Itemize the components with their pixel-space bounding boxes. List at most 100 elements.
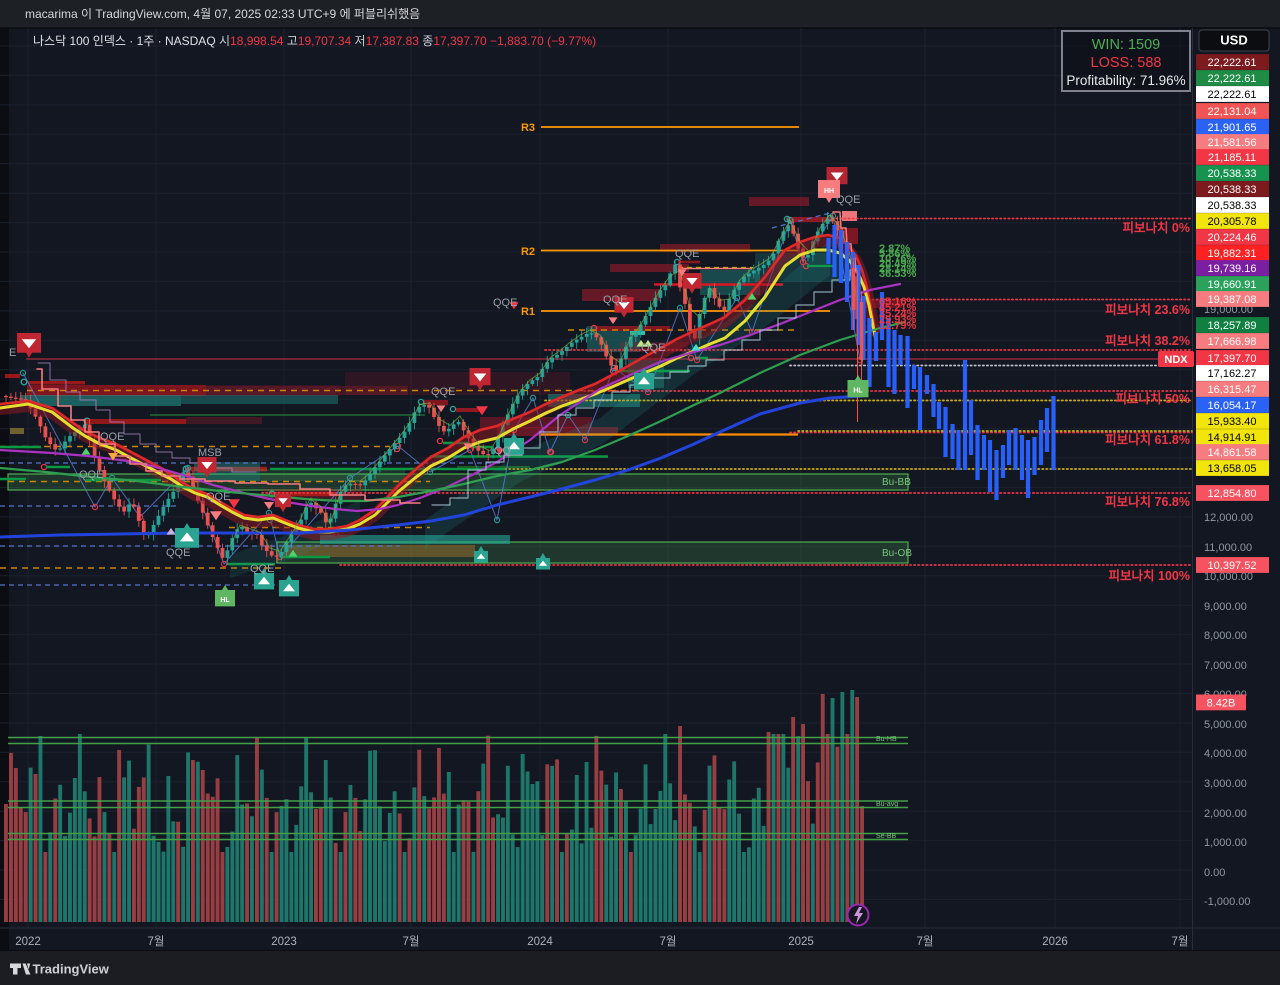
- svg-text:20,538.33: 20,538.33: [1208, 184, 1257, 196]
- svg-text:21,185.11: 21,185.11: [1208, 152, 1256, 164]
- svg-text:12,854.80: 12,854.80: [1208, 488, 1257, 500]
- svg-text:17,162.27: 17,162.27: [1208, 368, 1257, 380]
- svg-text:HL: HL: [220, 597, 230, 604]
- svg-text:macarima 이 TradingView.com, 4월: macarima 이 TradingView.com, 4월 07, 2025 …: [25, 7, 420, 21]
- svg-text:QQE: QQE: [166, 547, 190, 559]
- svg-text:10,397.52: 10,397.52: [1208, 560, 1257, 572]
- svg-text:QQE: QQE: [431, 386, 455, 398]
- svg-text:17,666.98: 17,666.98: [1208, 336, 1257, 348]
- svg-text:피보나치 38.2%: 피보나치 38.2%: [1105, 333, 1190, 348]
- svg-text:7월: 7월: [917, 935, 934, 948]
- svg-text:19,000.00: 19,000.00: [1204, 304, 1253, 316]
- svg-text:29.93%: 29.93%: [879, 314, 917, 326]
- svg-text:8,000.00: 8,000.00: [1204, 630, 1247, 642]
- svg-text:28.14%: 28.14%: [879, 263, 917, 275]
- svg-text:20,224.46: 20,224.46: [1208, 232, 1257, 244]
- svg-text:2024: 2024: [527, 936, 553, 948]
- svg-text:7,000.00: 7,000.00: [1204, 660, 1247, 672]
- svg-text:18,257.89: 18,257.89: [1208, 320, 1257, 332]
- svg-text:피보나치 76.8%: 피보나치 76.8%: [1105, 494, 1190, 509]
- svg-text:19,739.16: 19,739.16: [1208, 263, 1257, 275]
- svg-text:MSB: MSB: [198, 447, 222, 459]
- svg-text:7월: 7월: [1172, 935, 1189, 948]
- svg-text:16,054.17: 16,054.17: [1208, 400, 1257, 412]
- svg-text:12,000.00: 12,000.00: [1204, 512, 1253, 524]
- svg-text:21,901.65: 21,901.65: [1208, 122, 1257, 134]
- svg-text:QQE: QQE: [836, 194, 860, 206]
- svg-text:Bu-BB: Bu-BB: [882, 477, 911, 488]
- svg-text:14,914.91: 14,914.91: [1208, 432, 1257, 444]
- svg-text:QQE: QQE: [79, 469, 103, 481]
- svg-text:20,538.33: 20,538.33: [1208, 168, 1257, 180]
- svg-text:12.79%: 12.79%: [879, 320, 917, 332]
- svg-text:5.86%: 5.86%: [879, 248, 910, 260]
- svg-text:USD: USD: [1220, 33, 1247, 48]
- svg-text:19,882.31: 19,882.31: [1208, 248, 1257, 260]
- svg-text:2025: 2025: [788, 936, 814, 948]
- svg-text:R1: R1: [521, 306, 535, 318]
- svg-text:QQE: QQE: [603, 294, 627, 306]
- svg-text:TradingView: TradingView: [33, 962, 110, 977]
- svg-text:HL: HL: [853, 387, 863, 394]
- svg-text:QQE: QQE: [250, 563, 274, 575]
- svg-text:2023: 2023: [271, 936, 297, 948]
- svg-text:19,660.91: 19,660.91: [1208, 279, 1257, 291]
- svg-text:7월: 7월: [148, 935, 165, 948]
- svg-text:13,658.05: 13,658.05: [1208, 463, 1257, 475]
- svg-text:피보나치 23.6%: 피보나치 23.6%: [1105, 302, 1190, 317]
- svg-text:2026: 2026: [1042, 936, 1068, 948]
- svg-text:-1,000.00: -1,000.00: [1204, 896, 1250, 908]
- svg-text:22,131.04: 22,131.04: [1208, 106, 1257, 118]
- svg-text:2,000.00: 2,000.00: [1204, 808, 1247, 820]
- svg-text:16,315.47: 16,315.47: [1208, 384, 1257, 396]
- svg-text:피보나치 0%: 피보나치 0%: [1122, 220, 1190, 235]
- svg-text:5,000.00: 5,000.00: [1204, 719, 1247, 731]
- svg-text:NDX: NDX: [1164, 354, 1188, 366]
- svg-text:22,222.61: 22,222.61: [1208, 57, 1257, 69]
- svg-text:QQE: QQE: [675, 248, 699, 260]
- svg-text:36.53%: 36.53%: [879, 268, 917, 280]
- svg-text:3,000.00: 3,000.00: [1204, 778, 1247, 790]
- svg-text:14,861.58: 14,861.58: [1208, 447, 1257, 459]
- svg-text:0.00: 0.00: [1204, 867, 1225, 879]
- svg-text:22,222.61: 22,222.61: [1208, 73, 1257, 85]
- svg-text:피보나치 61.8%: 피보나치 61.8%: [1105, 432, 1190, 447]
- svg-text:QQE: QQE: [100, 431, 124, 443]
- svg-text:21,581.56: 21,581.56: [1208, 137, 1257, 149]
- svg-text:나스닥 100 인덱스 · 1주 · NASDAQ 시18,: 나스닥 100 인덱스 · 1주 · NASDAQ 시18,998.54 고19…: [33, 34, 596, 48]
- svg-text:Bu-OB: Bu-OB: [882, 548, 912, 559]
- svg-text:Bu-HB: Bu-HB: [876, 736, 897, 743]
- svg-text:65.16%: 65.16%: [879, 296, 917, 308]
- svg-text:피보나치 100%: 피보나치 100%: [1109, 568, 1190, 583]
- svg-text:1,000.00: 1,000.00: [1204, 837, 1247, 849]
- svg-text:WIN: 1509: WIN: 1509: [1092, 37, 1161, 53]
- svg-text:22,222.61: 22,222.61: [1208, 89, 1257, 101]
- svg-text:QQE: QQE: [493, 297, 517, 309]
- svg-text:QQ: QQ: [494, 445, 512, 457]
- svg-text:QQE: QQE: [641, 342, 665, 354]
- svg-text:20,538.33: 20,538.33: [1208, 200, 1257, 212]
- svg-text:HH: HH: [824, 188, 834, 195]
- svg-text:15,933.40: 15,933.40: [1208, 416, 1257, 428]
- svg-text:11,000.00: 11,000.00: [1204, 542, 1252, 554]
- svg-text:10,000.00: 10,000.00: [1204, 571, 1253, 583]
- svg-text:4,000.00: 4,000.00: [1204, 748, 1247, 760]
- svg-text:Profitability: 71.96%: Profitability: 71.96%: [1066, 73, 1185, 88]
- svg-text:9,000.00: 9,000.00: [1204, 601, 1247, 613]
- svg-text:Se-BB: Se-BB: [876, 833, 897, 840]
- svg-text:2.87%: 2.87%: [879, 243, 910, 255]
- svg-text:7월: 7월: [403, 935, 420, 948]
- svg-text:QQE: QQE: [206, 491, 230, 503]
- svg-text:8.42B: 8.42B: [1207, 698, 1236, 710]
- svg-text:19,387.08: 19,387.08: [1208, 294, 1257, 306]
- svg-text:35.24%: 35.24%: [879, 308, 917, 320]
- svg-text:Bu-avg: Bu-avg: [876, 801, 898, 808]
- svg-text:E: E: [9, 347, 16, 359]
- svg-text:피보나치 50%: 피보나치 50%: [1116, 391, 1191, 406]
- svg-text:10.76%: 10.76%: [879, 253, 917, 265]
- svg-text:45.21%: 45.21%: [879, 302, 917, 314]
- svg-text:20,305.78: 20,305.78: [1208, 216, 1257, 228]
- svg-text:LOSS: 588: LOSS: 588: [1091, 55, 1162, 71]
- svg-text:R3: R3: [521, 122, 535, 134]
- svg-text:20.49%: 20.49%: [879, 258, 917, 270]
